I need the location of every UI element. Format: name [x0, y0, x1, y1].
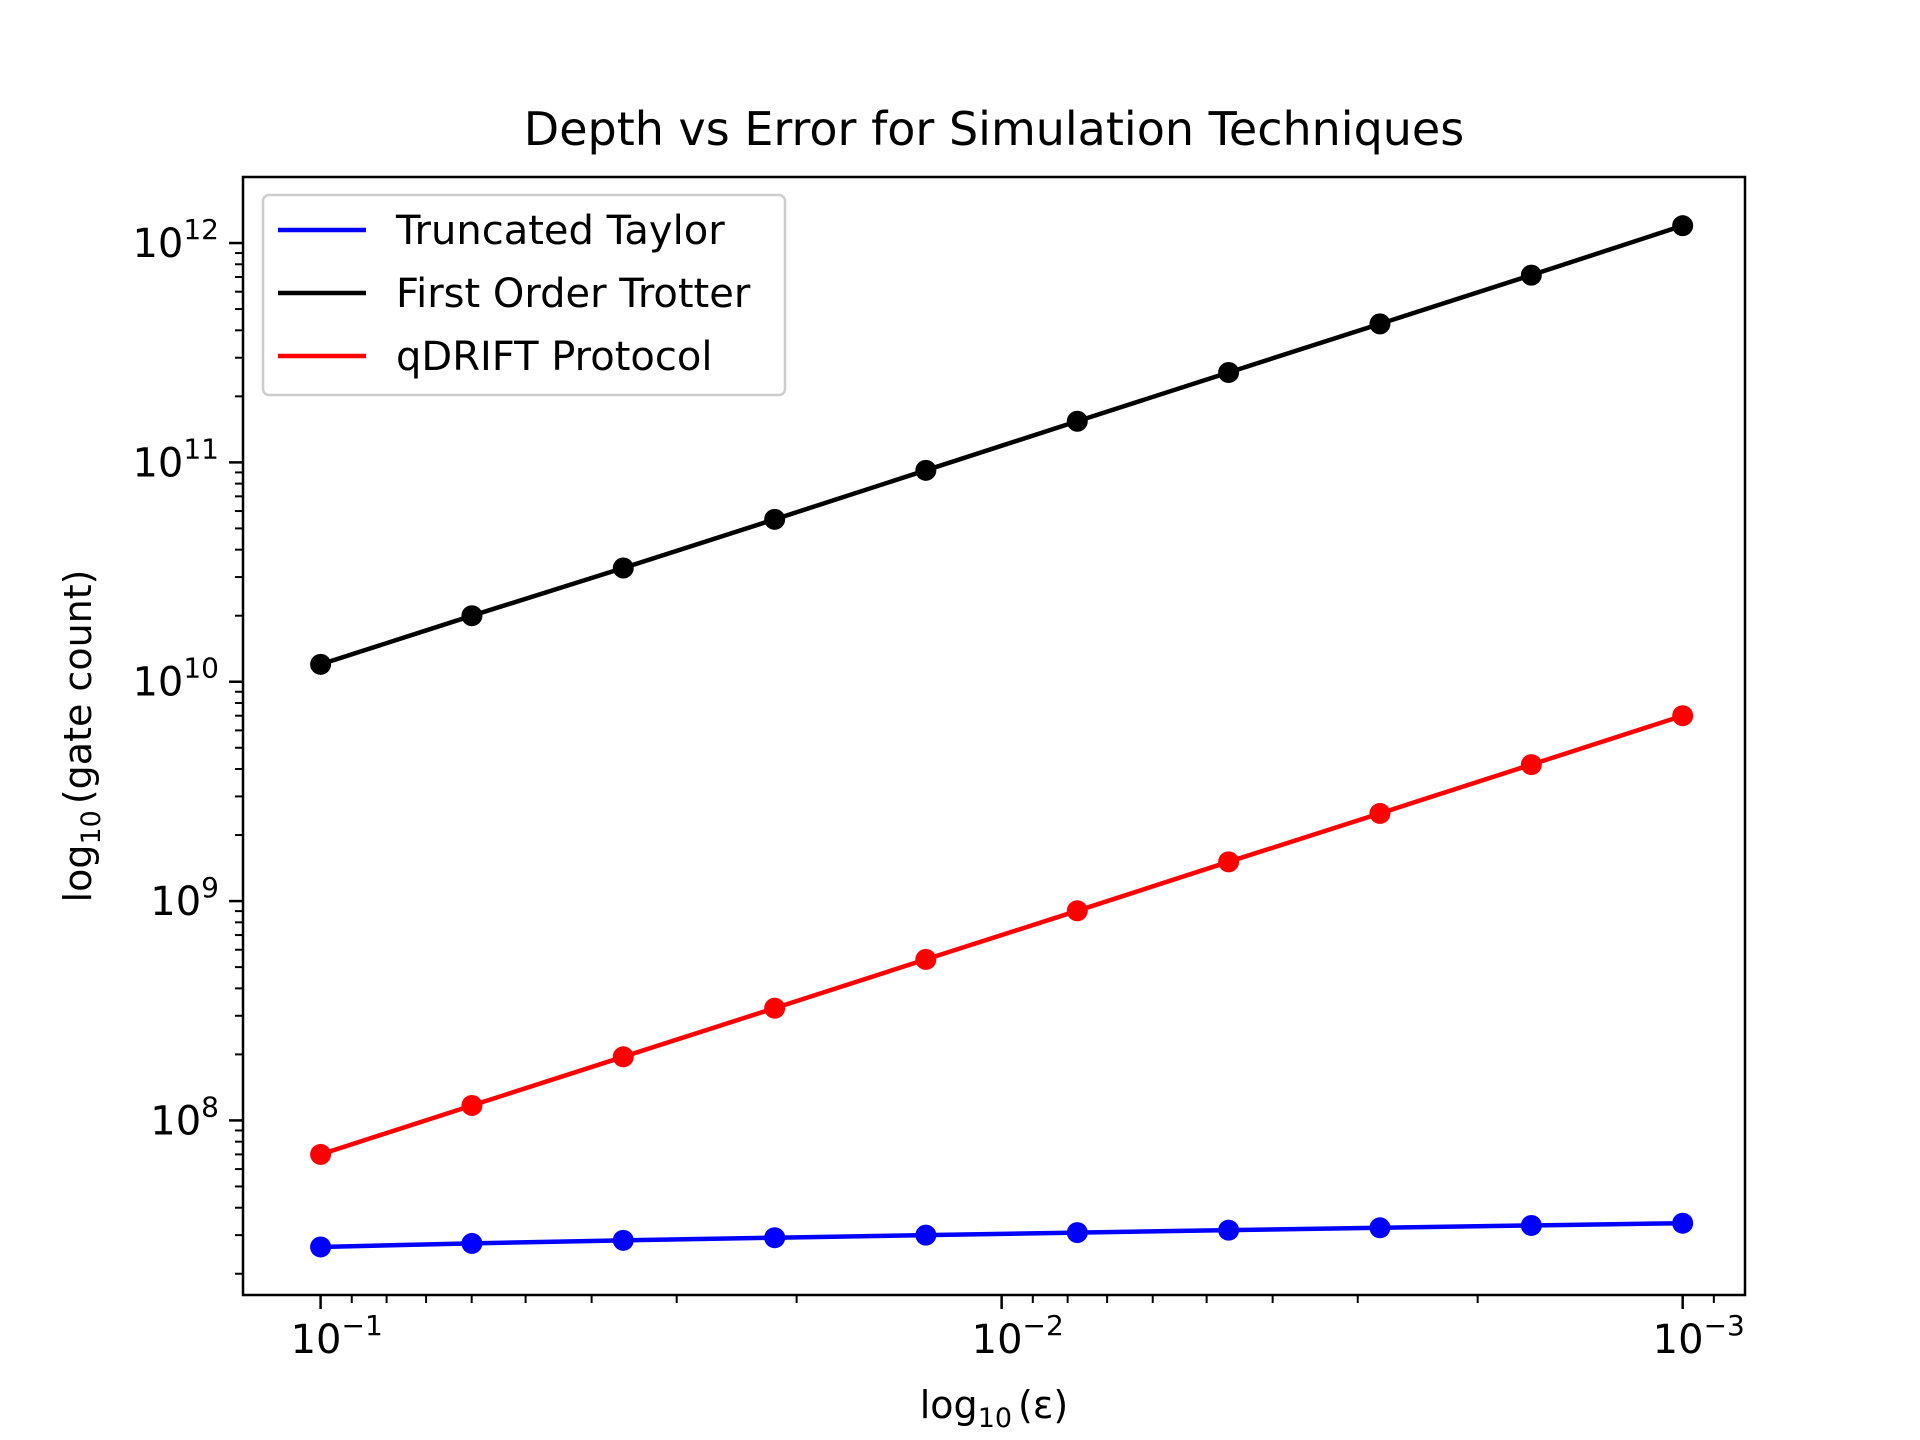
data-point-first-order-trotter — [1520, 264, 1542, 286]
y-axis-label-argument: (gate count) — [56, 570, 100, 805]
minor-ticks — [235, 252, 1715, 1303]
y-axis-label-group: log10 (gate count) — [56, 570, 107, 903]
x-axis-label-base: log — [920, 1383, 978, 1427]
data-point-qdrift-protocol — [764, 997, 786, 1019]
data-point-truncated-taylor — [1369, 1217, 1391, 1239]
x-axis-label-subscript: 10 — [978, 1403, 1012, 1434]
x-tick-label: 10−1 — [291, 1309, 383, 1363]
y-tick-label: 1010 — [132, 652, 219, 706]
data-point-qdrift-protocol — [1369, 802, 1391, 824]
data-point-qdrift-protocol — [1520, 754, 1542, 776]
x-axis-label: log10 (ε) — [920, 1383, 1069, 1434]
data-point-first-order-trotter — [915, 459, 937, 481]
x-tick-label: 10−2 — [972, 1309, 1064, 1363]
data-point-first-order-trotter — [461, 605, 483, 627]
data-point-truncated-taylor — [612, 1229, 634, 1251]
data-point-qdrift-protocol — [310, 1143, 332, 1165]
y-tick-label: 108 — [150, 1090, 219, 1144]
x-tick-label: 10−3 — [1653, 1309, 1745, 1363]
series-first-order-trotter — [310, 215, 1694, 675]
data-point-first-order-trotter — [764, 508, 786, 530]
data-point-qdrift-protocol — [461, 1094, 483, 1116]
legend-label-truncated-taylor: Truncated Taylor — [395, 208, 725, 254]
data-point-first-order-trotter — [1066, 410, 1088, 432]
data-point-first-order-trotter — [1672, 215, 1694, 237]
series-line-qdrift-protocol — [319, 713, 1684, 1157]
data-point-truncated-taylor — [1066, 1222, 1088, 1244]
data-point-truncated-taylor — [461, 1232, 483, 1254]
data-point-truncated-taylor — [915, 1224, 937, 1246]
data-point-truncated-taylor — [1672, 1212, 1694, 1234]
data-point-qdrift-protocol — [1672, 705, 1694, 727]
y-tick-label: 1012 — [132, 213, 219, 267]
legend-label-first-order-trotter: First Order Trotter — [396, 271, 751, 317]
data-point-first-order-trotter — [1218, 361, 1240, 383]
data-point-qdrift-protocol — [612, 1046, 634, 1068]
data-point-qdrift-protocol — [1218, 851, 1240, 873]
legend-box — [261, 193, 787, 397]
data-point-truncated-taylor — [1520, 1214, 1542, 1236]
major-ticks — [229, 241, 1684, 1309]
data-point-truncated-taylor — [764, 1227, 786, 1249]
legend: Truncated Taylor First Order Trotter qDR… — [261, 193, 787, 397]
y-axis-label-subscript: 10 — [76, 810, 107, 844]
y-tick-label: 109 — [150, 871, 219, 925]
series-truncated-taylor — [310, 1212, 1694, 1258]
data-point-truncated-taylor — [310, 1236, 332, 1258]
data-point-qdrift-protocol — [1066, 900, 1088, 922]
y-axis-label-base: log — [56, 845, 100, 903]
tick-labels: 10−1 10−2 10−3 108 109 1010 1011 1012 — [132, 213, 1744, 1363]
y-axis-label: log10 (gate count) — [56, 570, 107, 903]
data-point-first-order-trotter — [612, 557, 634, 579]
plot-frame — [241, 175, 1747, 1297]
chart-title: Depth vs Error for Simulation Techniques — [524, 102, 1464, 156]
series-qdrift-protocol — [310, 705, 1694, 1165]
data-point-qdrift-protocol — [915, 948, 937, 970]
data-point-first-order-trotter — [310, 653, 332, 675]
plot-series — [310, 215, 1694, 1258]
data-point-truncated-taylor — [1218, 1219, 1240, 1241]
data-point-first-order-trotter — [1369, 313, 1391, 335]
x-axis-label-argument: (ε) — [1018, 1383, 1068, 1427]
y-tick-label: 1011 — [132, 432, 219, 486]
series-line-first-order-trotter — [319, 223, 1684, 667]
series-line-truncated-taylor — [320, 1220, 1683, 1250]
legend-label-qdrift-protocol: qDRIFT Protocol — [396, 334, 712, 380]
